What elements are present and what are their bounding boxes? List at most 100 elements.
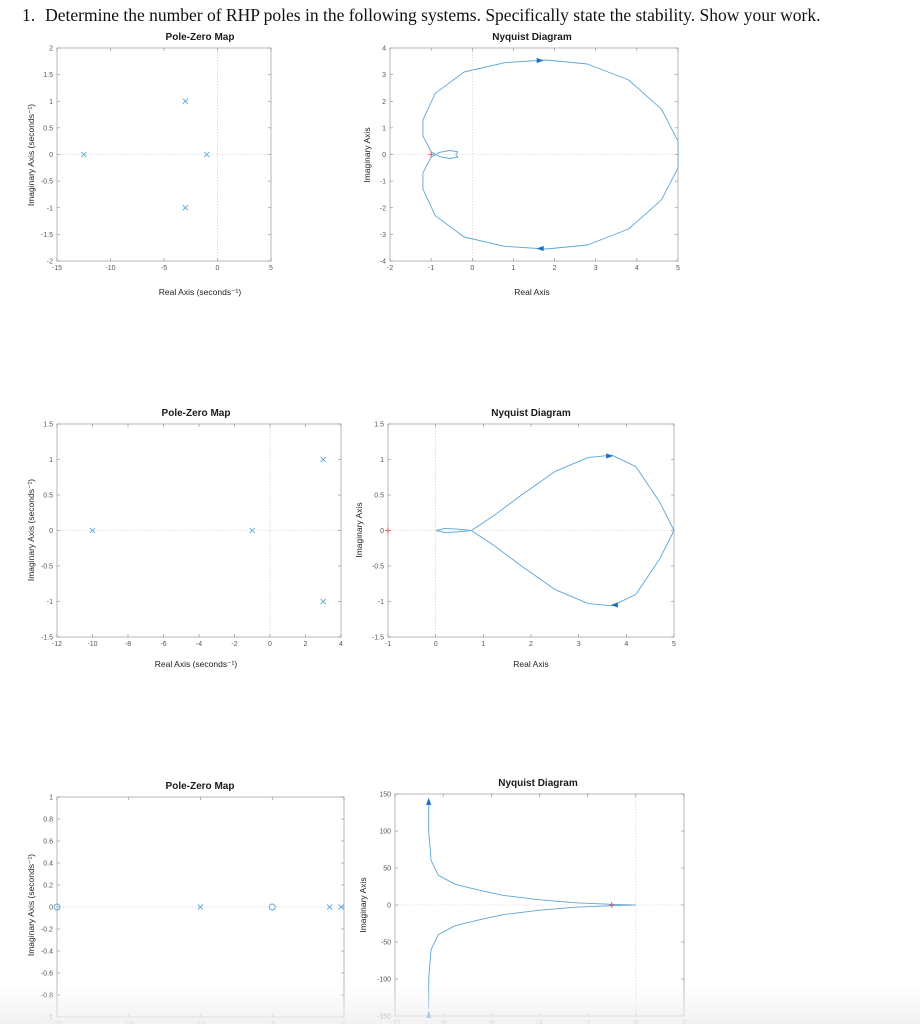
y-tick-label: -0.4 (41, 949, 53, 956)
pole-stroke (320, 598, 327, 605)
chart-title: Nyquist Diagram (491, 408, 571, 419)
y-tick-label: -0.5 (41, 564, 53, 571)
pole-zero-markers (80, 98, 210, 211)
y-tick-label: -0.2 (41, 927, 53, 934)
y-tick-label: 0.6 (43, 839, 53, 846)
y-tick-label: 0.5 (43, 493, 53, 500)
y-tick-label: 0 (380, 528, 384, 535)
pole-marker (80, 151, 87, 158)
nyquist-diagram-2: Nyquist Diagram Real Axis Imaginary Axis… (354, 408, 676, 669)
y-tick-label: 0.4 (43, 861, 53, 868)
direction-arrow (610, 602, 618, 608)
x-tick-label: -10 (87, 641, 97, 648)
y-tick-label: 1 (382, 125, 386, 132)
y-axis-label: Imaginary Axis (358, 877, 368, 932)
y-tick-label: 4 (382, 46, 386, 53)
x-tick-label: 5 (672, 641, 676, 648)
y-tick-label: -1.5 (372, 635, 384, 642)
y-tick-label: 2 (49, 46, 53, 53)
y-axis-label: Imaginary Axis (354, 502, 364, 557)
nyquist-diagram-1: Nyquist Diagram Real Axis Imaginary Axis… (362, 32, 680, 297)
x-tick-label: -8 (125, 641, 131, 648)
y-tick-label: 150 (379, 792, 391, 799)
x-tick-label: 4 (624, 641, 628, 648)
x-tick-label: 4 (635, 265, 639, 272)
pole-marker (182, 98, 189, 105)
direction-arrow (536, 245, 544, 252)
y-axis-label: Imaginary Axis (seconds⁻¹) (26, 479, 36, 581)
question-number: 1. (22, 5, 36, 25)
x-tick-label: 0 (268, 641, 272, 648)
x-tick-label: -10 (105, 265, 115, 272)
x-tick-label: 2 (553, 265, 557, 272)
plot-frame (56, 47, 272, 262)
y-tick-label: 0 (49, 528, 53, 535)
direction-arrow (536, 57, 544, 64)
chart-title: Pole-Zero Map (166, 32, 235, 43)
chart-title: Nyquist Diagram (498, 778, 578, 789)
y-tick-label: -0.6 (41, 971, 53, 978)
x-tick-label: 5 (269, 265, 273, 272)
y-tick-label: 3 (382, 72, 386, 79)
y-tick-label: 0 (49, 905, 53, 912)
x-tick-label: -5 (161, 265, 167, 272)
y-tick-label: 1.5 (374, 422, 384, 429)
y-tick-label: -2 (380, 205, 386, 212)
pole-marker (197, 904, 204, 910)
y-tick-label: -100 (377, 977, 391, 984)
pole-stroke (197, 904, 204, 910)
pole-marker (89, 527, 96, 534)
y-tick-label: -0.5 (41, 179, 53, 186)
x-tick-label: 5 (676, 265, 680, 272)
axis-ticks: -12 -10 -8 -6 -4 -2 0 2 4 -1.5 -1 -0.5 0 0.5 1 1.5 (41, 422, 343, 649)
x-tick-label: -2 (231, 641, 237, 648)
x-tick-label: 1 (481, 641, 485, 648)
bottom-shadow (0, 985, 920, 1024)
x-tick-label: 1 (511, 265, 515, 272)
y-tick-label: 0.5 (374, 493, 384, 500)
pole-stroke (89, 527, 96, 534)
question-body: Determine the number of RHP poles in the… (45, 5, 821, 25)
nyquist-trace (428, 801, 637, 1009)
y-tick-label: 0.2 (43, 883, 53, 890)
pole-marker (203, 151, 210, 158)
axis-ticks: -1 0 1 2 3 4 5-1.5-1-0.500.511.5 (372, 422, 676, 649)
x-axis-label: Real Axis (513, 659, 548, 669)
y-tick-label: -50 (381, 940, 391, 947)
y-axis-label: Imaginary Axis (seconds⁻¹) (26, 104, 36, 206)
pole-zero-map-2: Pole-Zero Map Real Axis (seconds⁻¹) Imag… (26, 408, 343, 669)
x-axis-label: Real Axis (seconds⁻¹) (155, 659, 238, 669)
pole-stroke (320, 456, 327, 463)
chart-title: Nyquist Diagram (492, 32, 572, 43)
pole-stroke (203, 151, 210, 158)
y-tick-label: 1.5 (43, 72, 53, 79)
zero-marker (268, 903, 276, 911)
y-axis-label: Imaginary Axis (362, 127, 372, 182)
y-tick-label: 0.5 (43, 125, 53, 132)
pole-stroke (326, 904, 333, 910)
x-tick-label: 2 (529, 641, 533, 648)
y-tick-label: 0 (387, 903, 391, 910)
x-axis-label: Real Axis (seconds⁻¹) (159, 287, 242, 297)
y-tick-label: -1.5 (41, 232, 53, 239)
x-tick-label: 3 (577, 641, 581, 648)
x-tick-label: 0 (434, 641, 438, 648)
y-tick-label: -1 (47, 205, 53, 212)
x-tick-label: 3 (594, 265, 598, 272)
pole-marker (326, 904, 333, 910)
y-tick-label: 1 (49, 99, 53, 106)
x-tick-label: -15 (52, 265, 62, 272)
direction-arrow (606, 453, 614, 459)
pole-zero-map-1: Pole-Zero Map Real Axis (seconds⁻¹) Imag… (26, 32, 273, 297)
pole-zero-markers (89, 456, 327, 605)
x-tick-label: -1 (385, 641, 391, 648)
pole-stroke (182, 98, 189, 105)
y-tick-label: -1 (378, 599, 384, 606)
y-tick-label: 0.8 (43, 817, 53, 824)
pole-stroke (182, 204, 189, 211)
y-axis-label: Imaginary Axis (seconds⁻¹) (26, 854, 36, 956)
chart-title: Pole-Zero Map (162, 408, 231, 419)
pole-marker (182, 204, 189, 211)
y-tick-label: 2 (382, 99, 386, 106)
